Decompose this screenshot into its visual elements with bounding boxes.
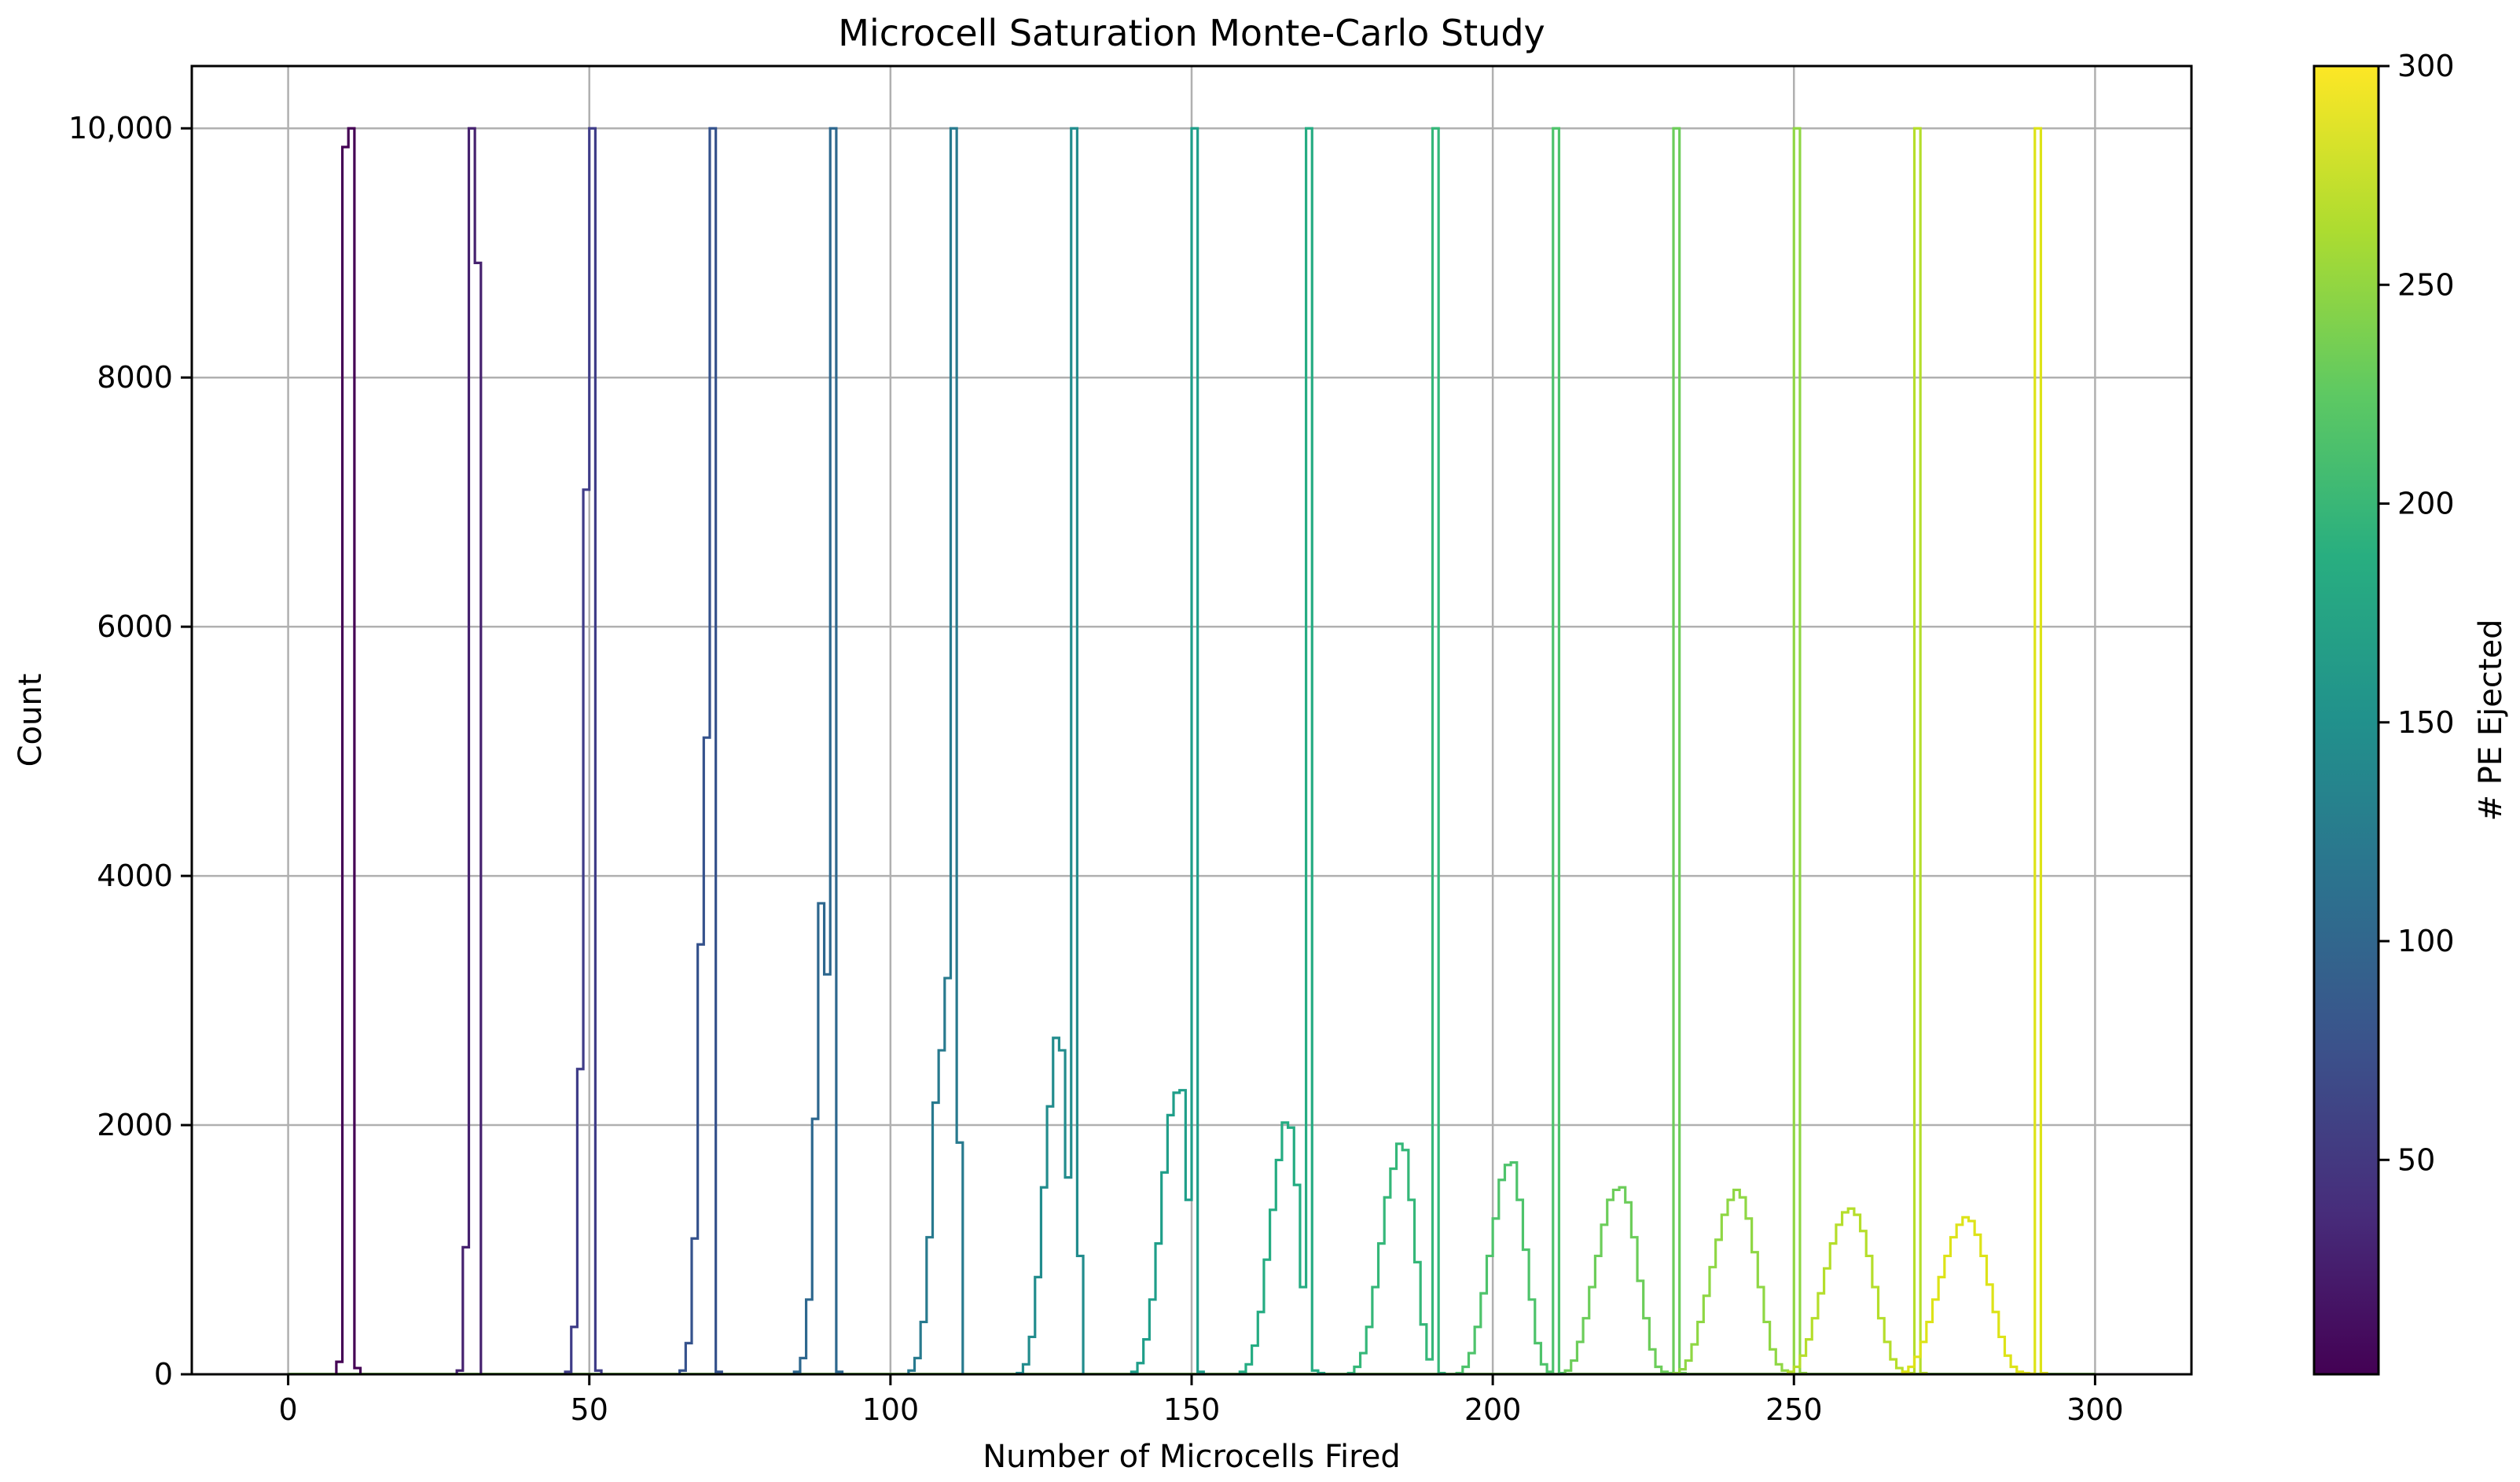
colorbar: 50 100 150 200 250 300 # PE Ejected bbox=[2312, 49, 2509, 1376]
y-tick-label: 8000 bbox=[97, 360, 173, 395]
histogram-series-290 bbox=[1901, 127, 2048, 1374]
x-tick-label: 250 bbox=[1765, 1392, 1823, 1427]
histogram-series-70 bbox=[678, 127, 723, 1374]
colorbar-tick-label: 100 bbox=[2397, 924, 2455, 958]
chart-title: Microcell Saturation Monte-Carlo Study bbox=[838, 12, 1545, 54]
x-axis: 0 50 100 150 200 250 300 bbox=[279, 1374, 2124, 1427]
histogram-series-30 bbox=[455, 127, 483, 1374]
x-tick-label: 300 bbox=[2066, 1392, 2124, 1427]
histogram-series-190 bbox=[1346, 127, 1446, 1374]
y-tick-label: 0 bbox=[154, 1357, 173, 1392]
histogram-series-90 bbox=[792, 127, 844, 1374]
colorbar-tick-label: 50 bbox=[2397, 1142, 2435, 1177]
colorbar-ticks: 50 100 150 200 250 300 bbox=[2379, 49, 2455, 1177]
series-layer bbox=[288, 127, 2096, 1374]
y-axis-label: Count bbox=[13, 674, 49, 767]
x-tick-label: 50 bbox=[571, 1392, 608, 1427]
colorbar-tick-label: 200 bbox=[2397, 487, 2455, 521]
x-tick-label: 100 bbox=[862, 1392, 920, 1427]
histogram-series-250 bbox=[1672, 127, 1808, 1374]
x-tick-label: 200 bbox=[1464, 1392, 1522, 1427]
histogram-series-210 bbox=[1455, 127, 1567, 1374]
x-tick-label: 0 bbox=[279, 1392, 298, 1427]
histogram-series-270 bbox=[1787, 127, 1928, 1374]
histogram-series-150 bbox=[1130, 127, 1205, 1374]
colorbar-gradient bbox=[2312, 64, 2380, 1376]
x-tick-label: 150 bbox=[1163, 1392, 1221, 1427]
y-tick-label: 4000 bbox=[97, 859, 173, 893]
colorbar-label: # PE Ejected bbox=[2473, 619, 2509, 821]
histogram-series-130 bbox=[1016, 127, 1085, 1374]
y-axis: 0 2000 4000 6000 8000 10,000 bbox=[68, 111, 192, 1392]
histogram-series-230 bbox=[1563, 127, 1687, 1374]
colorbar-tick-label: 300 bbox=[2397, 49, 2455, 83]
y-tick-label: 10,000 bbox=[68, 111, 173, 145]
histogram-series-50 bbox=[564, 127, 603, 1374]
histogram-series-10 bbox=[335, 127, 362, 1374]
histogram-series-110 bbox=[907, 127, 964, 1374]
x-axis-label: Number of Microcells Fired bbox=[983, 1439, 1400, 1475]
colorbar-tick-label: 250 bbox=[2397, 267, 2455, 302]
colorbar-tick-label: 150 bbox=[2397, 705, 2455, 740]
y-tick-label: 2000 bbox=[97, 1108, 173, 1142]
y-tick-label: 6000 bbox=[97, 609, 173, 644]
histogram-series-170 bbox=[1238, 127, 1326, 1374]
